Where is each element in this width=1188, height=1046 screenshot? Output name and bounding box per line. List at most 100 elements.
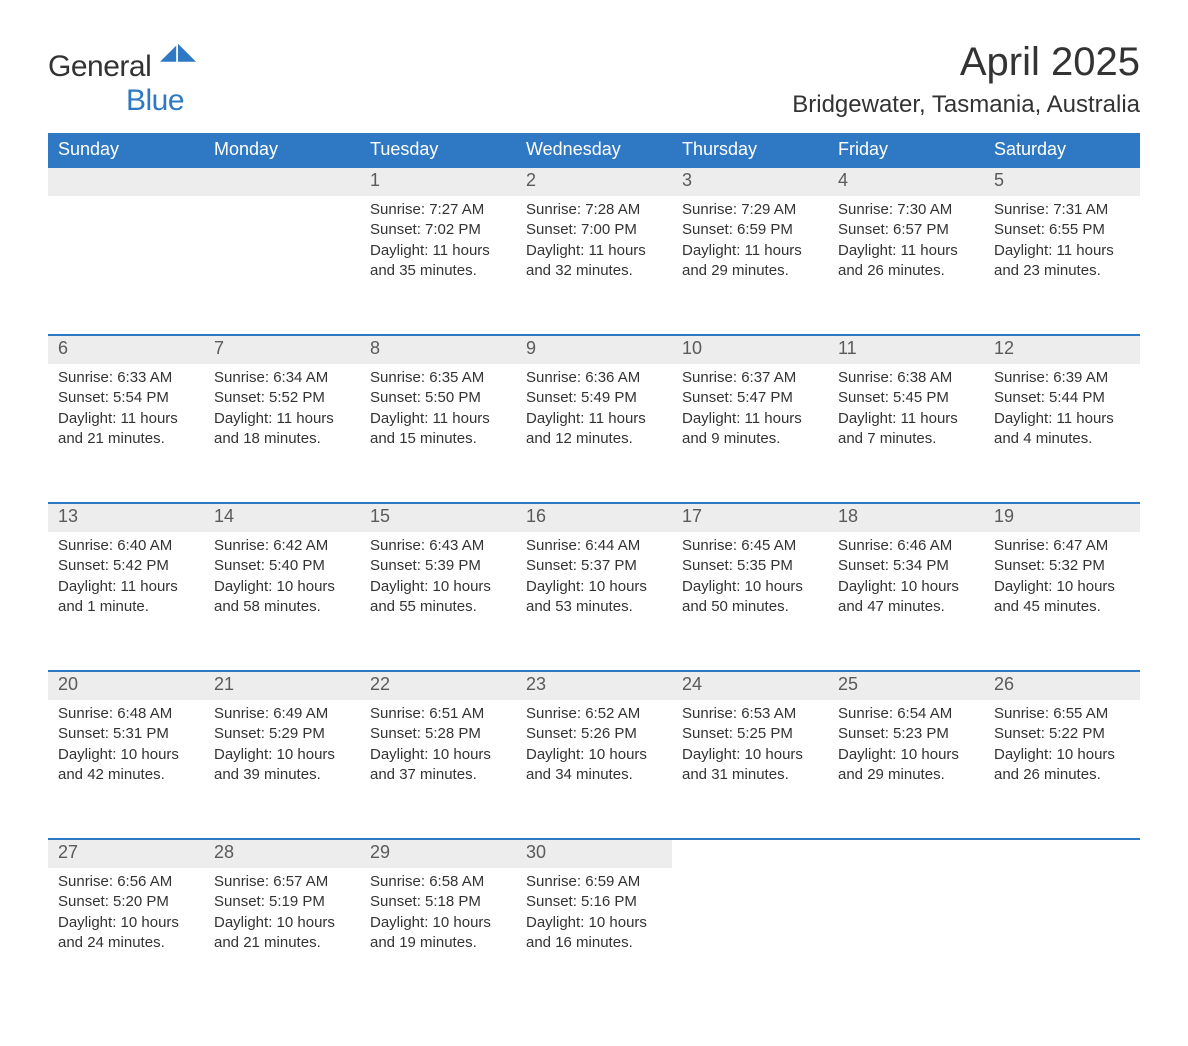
day-body-cell: Sunrise: 6:53 AMSunset: 5:25 PMDaylight:… — [672, 700, 828, 839]
weekday-header: Wednesday — [516, 133, 672, 167]
day-number-row: 20212223242526 — [48, 671, 1140, 700]
day-body-cell: Sunrise: 7:27 AMSunset: 7:02 PMDaylight:… — [360, 196, 516, 335]
day-body-row: Sunrise: 6:56 AMSunset: 5:20 PMDaylight:… — [48, 868, 1140, 1006]
sunset-text: Sunset: 5:35 PM — [682, 556, 818, 576]
day-body-cell: Sunrise: 6:42 AMSunset: 5:40 PMDaylight:… — [204, 532, 360, 671]
sunset-text: Sunset: 5:28 PM — [370, 724, 506, 744]
day-number-cell: 13 — [48, 503, 204, 532]
day-number-cell: 1 — [360, 167, 516, 196]
sunrise-text: Sunrise: 6:36 AM — [526, 368, 662, 388]
day-number-cell: 16 — [516, 503, 672, 532]
sunset-text: Sunset: 5:19 PM — [214, 892, 350, 912]
sunset-text: Sunset: 5:54 PM — [58, 388, 194, 408]
day-body-cell: Sunrise: 6:51 AMSunset: 5:28 PMDaylight:… — [360, 700, 516, 839]
sunset-text: Sunset: 7:02 PM — [370, 220, 506, 240]
day-body-cell: Sunrise: 6:39 AMSunset: 5:44 PMDaylight:… — [984, 364, 1140, 503]
day-body-cell: Sunrise: 6:54 AMSunset: 5:23 PMDaylight:… — [828, 700, 984, 839]
daylight-text: Daylight: 11 hours and 15 minutes. — [370, 409, 506, 450]
day-body-cell: Sunrise: 6:46 AMSunset: 5:34 PMDaylight:… — [828, 532, 984, 671]
weekday-header: Saturday — [984, 133, 1140, 167]
day-body-cell — [48, 196, 204, 335]
sunset-text: Sunset: 5:39 PM — [370, 556, 506, 576]
day-number-row: 12345 — [48, 167, 1140, 196]
sunrise-text: Sunrise: 6:57 AM — [214, 872, 350, 892]
daylight-text: Daylight: 10 hours and 16 minutes. — [526, 913, 662, 954]
day-number-cell: 6 — [48, 335, 204, 364]
day-body-cell: Sunrise: 6:48 AMSunset: 5:31 PMDaylight:… — [48, 700, 204, 839]
sunrise-text: Sunrise: 7:30 AM — [838, 200, 974, 220]
sunrise-text: Sunrise: 6:59 AM — [526, 872, 662, 892]
sunrise-text: Sunrise: 6:42 AM — [214, 536, 350, 556]
sunrise-text: Sunrise: 6:39 AM — [994, 368, 1130, 388]
weekday-header: Tuesday — [360, 133, 516, 167]
day-number-cell: 18 — [828, 503, 984, 532]
day-number-cell: 4 — [828, 167, 984, 196]
sunset-text: Sunset: 7:00 PM — [526, 220, 662, 240]
day-number-cell — [984, 839, 1140, 868]
sunset-text: Sunset: 5:26 PM — [526, 724, 662, 744]
day-number-cell — [828, 839, 984, 868]
daylight-text: Daylight: 11 hours and 29 minutes. — [682, 241, 818, 282]
day-number-cell: 17 — [672, 503, 828, 532]
daylight-text: Daylight: 10 hours and 29 minutes. — [838, 745, 974, 786]
day-number-cell: 21 — [204, 671, 360, 700]
sunrise-text: Sunrise: 7:31 AM — [994, 200, 1130, 220]
daylight-text: Daylight: 10 hours and 45 minutes. — [994, 577, 1130, 618]
day-body-cell — [828, 868, 984, 1006]
day-number-cell: 19 — [984, 503, 1140, 532]
day-number-cell: 7 — [204, 335, 360, 364]
day-number-cell — [204, 167, 360, 196]
day-number-row: 27282930 — [48, 839, 1140, 868]
logo-text-2: Blue — [126, 84, 184, 117]
daylight-text: Daylight: 11 hours and 32 minutes. — [526, 241, 662, 282]
day-body-cell: Sunrise: 6:47 AMSunset: 5:32 PMDaylight:… — [984, 532, 1140, 671]
day-body-cell: Sunrise: 6:40 AMSunset: 5:42 PMDaylight:… — [48, 532, 204, 671]
day-body-cell: Sunrise: 6:35 AMSunset: 5:50 PMDaylight:… — [360, 364, 516, 503]
day-body-cell: Sunrise: 7:28 AMSunset: 7:00 PMDaylight:… — [516, 196, 672, 335]
sunset-text: Sunset: 5:47 PM — [682, 388, 818, 408]
day-number-cell: 12 — [984, 335, 1140, 364]
sunrise-text: Sunrise: 6:55 AM — [994, 704, 1130, 724]
sunrise-text: Sunrise: 6:52 AM — [526, 704, 662, 724]
sunset-text: Sunset: 5:42 PM — [58, 556, 194, 576]
day-number-cell: 15 — [360, 503, 516, 532]
day-number-cell: 9 — [516, 335, 672, 364]
daylight-text: Daylight: 11 hours and 18 minutes. — [214, 409, 350, 450]
sunrise-text: Sunrise: 6:49 AM — [214, 704, 350, 724]
day-number-cell: 28 — [204, 839, 360, 868]
daylight-text: Daylight: 10 hours and 55 minutes. — [370, 577, 506, 618]
day-body-cell: Sunrise: 6:55 AMSunset: 5:22 PMDaylight:… — [984, 700, 1140, 839]
daylight-text: Daylight: 11 hours and 4 minutes. — [994, 409, 1130, 450]
day-number-cell: 20 — [48, 671, 204, 700]
day-body-cell: Sunrise: 6:43 AMSunset: 5:39 PMDaylight:… — [360, 532, 516, 671]
day-number-cell: 5 — [984, 167, 1140, 196]
sunrise-text: Sunrise: 6:53 AM — [682, 704, 818, 724]
day-number-cell: 3 — [672, 167, 828, 196]
day-number-cell: 2 — [516, 167, 672, 196]
day-body-cell: Sunrise: 7:30 AMSunset: 6:57 PMDaylight:… — [828, 196, 984, 335]
daylight-text: Daylight: 10 hours and 34 minutes. — [526, 745, 662, 786]
day-number-cell: 22 — [360, 671, 516, 700]
daylight-text: Daylight: 11 hours and 23 minutes. — [994, 241, 1130, 282]
daylight-text: Daylight: 11 hours and 12 minutes. — [526, 409, 662, 450]
day-body-cell: Sunrise: 6:37 AMSunset: 5:47 PMDaylight:… — [672, 364, 828, 503]
sunset-text: Sunset: 5:52 PM — [214, 388, 350, 408]
logo-flag-icon — [160, 40, 196, 62]
day-body-cell: Sunrise: 7:29 AMSunset: 6:59 PMDaylight:… — [672, 196, 828, 335]
sunrise-text: Sunrise: 6:37 AM — [682, 368, 818, 388]
daylight-text: Daylight: 11 hours and 7 minutes. — [838, 409, 974, 450]
daylight-text: Daylight: 10 hours and 58 minutes. — [214, 577, 350, 618]
calendar-table: SundayMondayTuesdayWednesdayThursdayFrid… — [48, 133, 1140, 1006]
sunrise-text: Sunrise: 7:29 AM — [682, 200, 818, 220]
day-number-cell: 26 — [984, 671, 1140, 700]
day-body-row: Sunrise: 6:33 AMSunset: 5:54 PMDaylight:… — [48, 364, 1140, 503]
sunrise-text: Sunrise: 6:48 AM — [58, 704, 194, 724]
daylight-text: Daylight: 11 hours and 1 minute. — [58, 577, 194, 618]
title-block: April 2025 Bridgewater, Tasmania, Austra… — [792, 40, 1140, 119]
sunset-text: Sunset: 5:40 PM — [214, 556, 350, 576]
sunset-text: Sunset: 5:25 PM — [682, 724, 818, 744]
sunrise-text: Sunrise: 6:34 AM — [214, 368, 350, 388]
sunrise-text: Sunrise: 6:56 AM — [58, 872, 194, 892]
day-body-cell: Sunrise: 6:33 AMSunset: 5:54 PMDaylight:… — [48, 364, 204, 503]
day-number-row: 13141516171819 — [48, 503, 1140, 532]
